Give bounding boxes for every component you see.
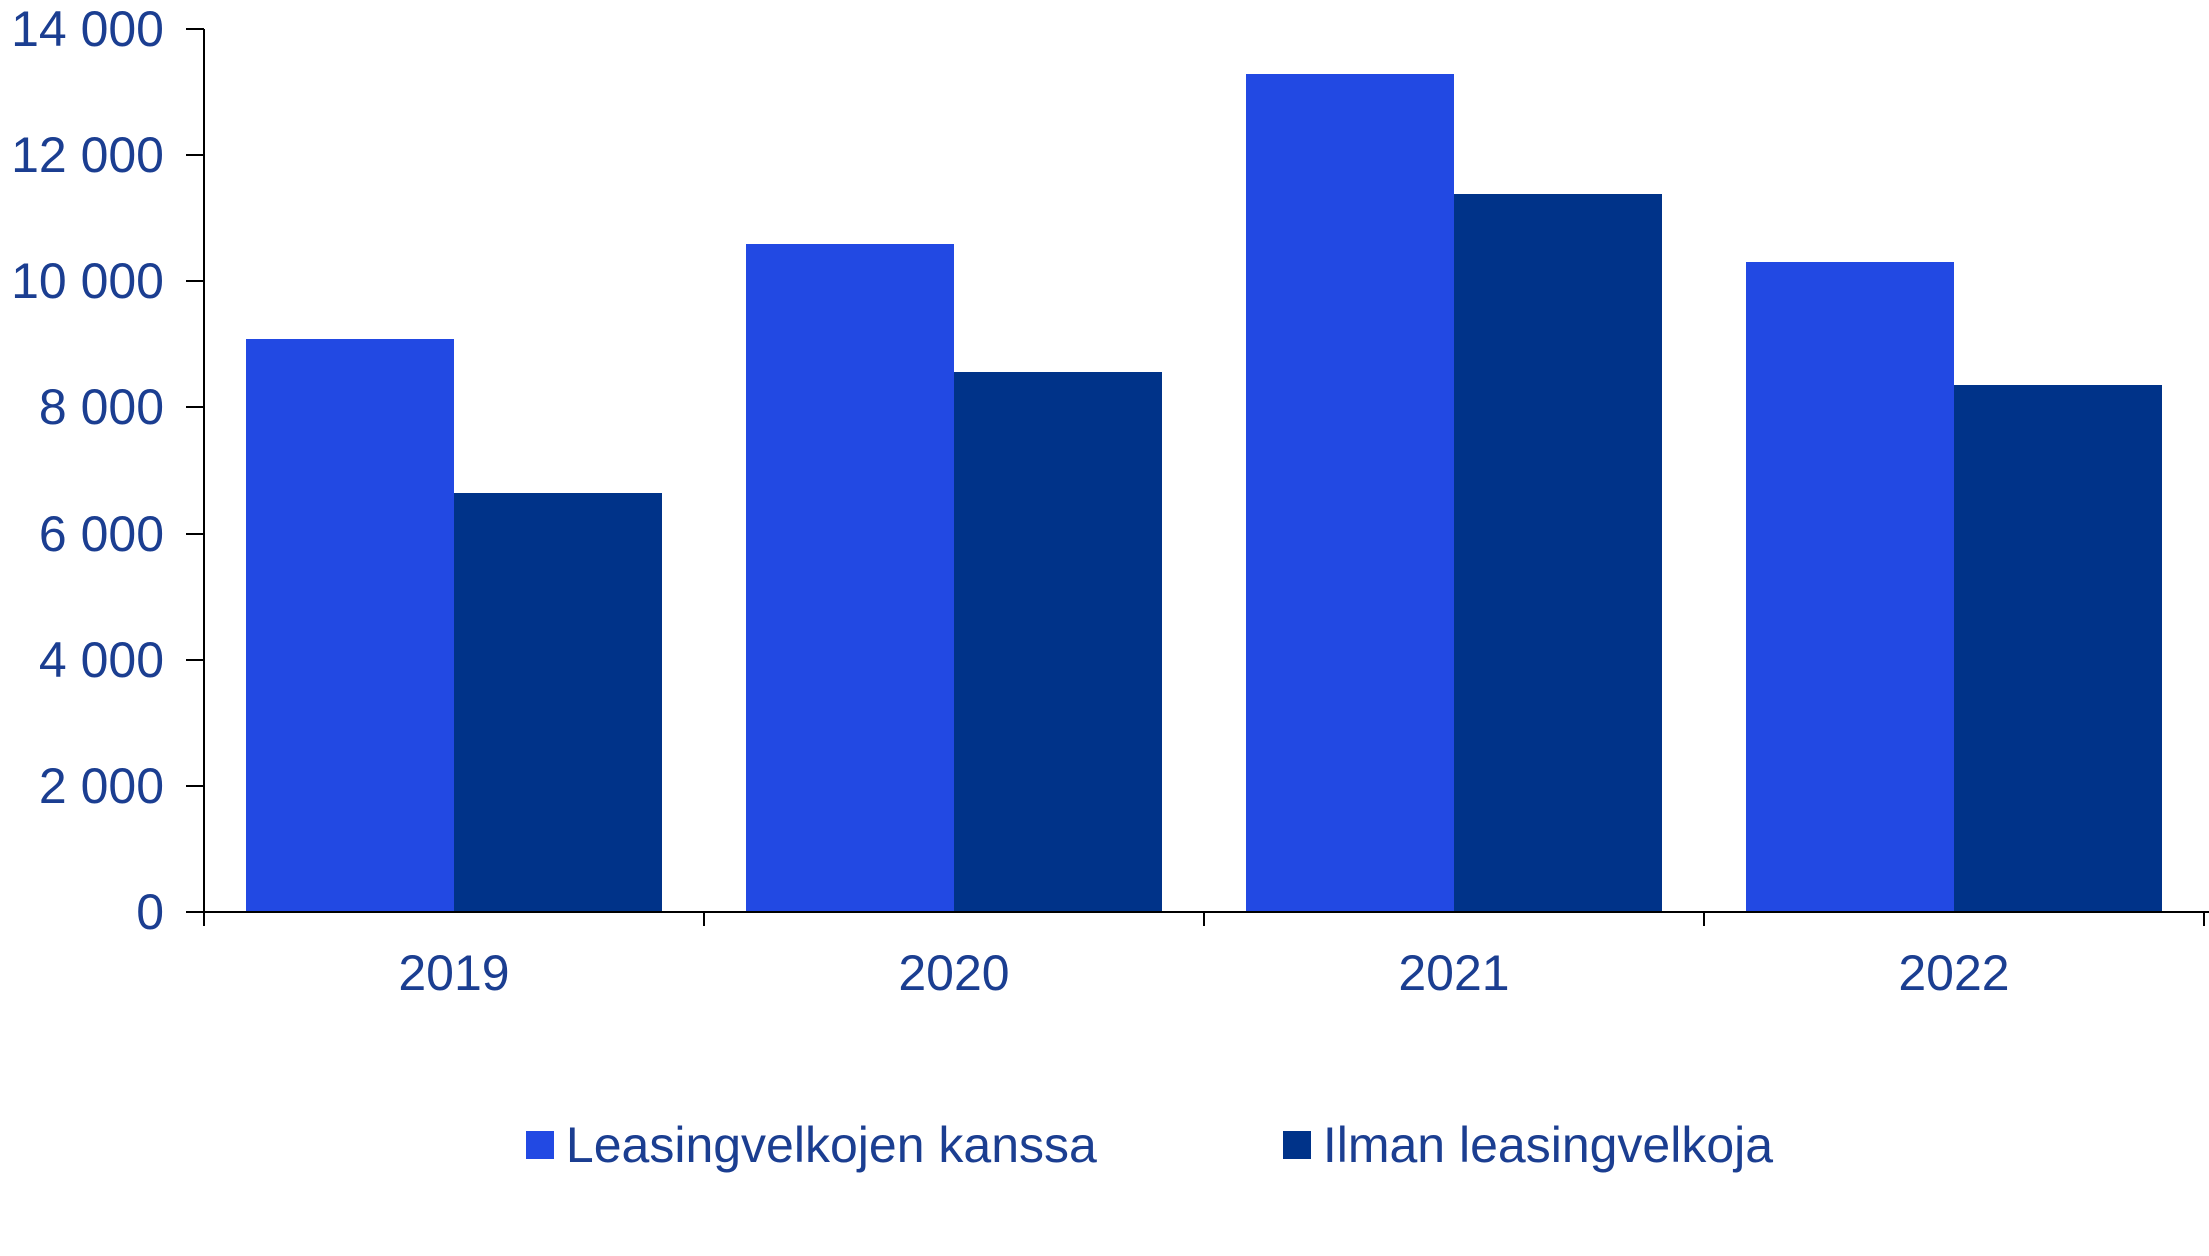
bar-2021-with-leasing — [1246, 73, 1454, 912]
x-category-label: 2022 — [1898, 945, 2010, 1001]
y-tick-label: 10 000 — [11, 253, 164, 310]
bar-2019-without-leasing — [454, 492, 662, 912]
x-category-label: 2021 — [1398, 945, 1510, 1001]
legend-label: Ilman leasingvelkoja — [1322, 1117, 1774, 1173]
x-category-label: 2019 — [398, 945, 510, 1001]
y-tick-label: 0 — [136, 884, 164, 940]
y-tick — [186, 28, 204, 30]
bar-2021-without-leasing — [1454, 194, 1662, 912]
legend-swatch-dark-blue — [1282, 1131, 1311, 1159]
legend: Leasingvelkojen kanssa Ilman leasingvelk… — [45, 1116, 2209, 1174]
x-axis-line — [203, 911, 2209, 913]
x-tick — [1703, 911, 1705, 926]
legend-label: Leasingvelkojen kanssa — [565, 1117, 1097, 1173]
y-tick-label: 12 000 — [11, 127, 164, 184]
y-tick — [186, 406, 204, 409]
x-tick — [2203, 911, 2205, 926]
bar-2022-with-leasing — [1746, 262, 1954, 912]
y-tick — [186, 280, 204, 283]
x-tick — [203, 911, 205, 926]
legend-swatch-light-blue — [525, 1131, 554, 1159]
bar-2019-with-leasing — [246, 338, 454, 912]
legend-item-leasingvelkojen-kanssa: Leasingvelkojen kanssa — [525, 1116, 1097, 1174]
y-tick — [186, 532, 204, 535]
y-tick-label: 8 000 — [38, 379, 164, 436]
legend-item-ilman-leasingvelkoja: Ilman leasingvelkoja — [1282, 1116, 1774, 1174]
bar-2022-without-leasing — [1954, 384, 2162, 912]
y-tick-label: 14 000 — [11, 1, 164, 57]
y-tick — [186, 658, 204, 661]
x-category-label: 2020 — [898, 945, 1010, 1001]
y-axis-line — [203, 29, 205, 912]
x-tick — [1203, 911, 1205, 926]
y-tick — [186, 154, 204, 157]
y-tick-label: 2 000 — [38, 757, 164, 814]
y-tick-label: 4 000 — [38, 631, 164, 688]
bar-2020-with-leasing — [746, 244, 954, 912]
x-tick — [703, 911, 705, 926]
bar-2020-without-leasing — [954, 372, 1162, 912]
y-tick-label: 6 000 — [38, 505, 164, 562]
y-tick — [186, 911, 204, 913]
y-tick — [186, 784, 204, 787]
